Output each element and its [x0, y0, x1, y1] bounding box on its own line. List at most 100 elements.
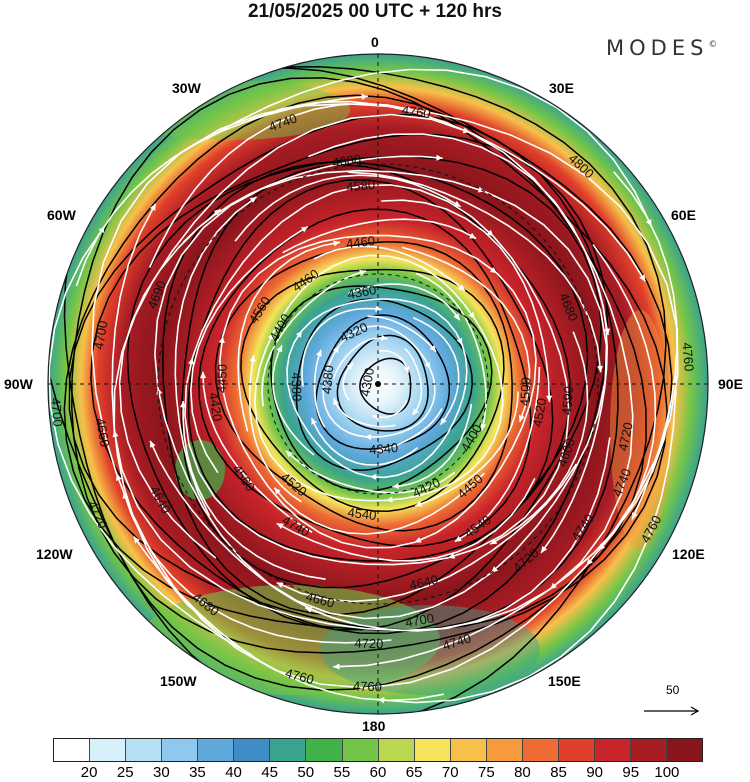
streamline: [219, 336, 415, 549]
streamline: [369, 344, 468, 479]
streamline-arrowhead: [597, 365, 603, 373]
streamline-arrowhead: [456, 337, 463, 345]
streamline: [221, 234, 498, 337]
streamline: [91, 102, 431, 475]
wind-streamlines: [48, 68, 679, 704]
colorbar: [53, 738, 703, 762]
contour-label: 4380: [289, 372, 305, 401]
streamline-arrowhead: [458, 284, 465, 291]
colorbar-tick-label: 40: [225, 764, 242, 781]
streamline-arrowhead: [453, 313, 460, 321]
streamline-arrowhead: [249, 355, 256, 362]
colorbar-segment: [631, 739, 668, 761]
streamline: [301, 307, 382, 387]
streamline: [364, 368, 436, 438]
streamline: [348, 283, 461, 321]
colorbar-tick-label: 75: [477, 764, 495, 781]
colorbar-segment: [54, 739, 91, 761]
streamline: [202, 371, 313, 533]
streamline: [372, 400, 408, 419]
colorbar-tick-label: 90: [586, 764, 603, 781]
streamline-arrowhead: [249, 196, 257, 204]
streamline: [182, 155, 443, 243]
streamline-arrowhead: [333, 663, 340, 670]
streamline-arrowhead: [295, 330, 302, 338]
contour-label: 4680: [331, 151, 362, 170]
streamline: [313, 245, 466, 292]
colorbar-tick-label: 85: [550, 764, 567, 781]
streamline-arrowhead: [311, 417, 317, 425]
streamline-arrowhead: [518, 415, 525, 422]
streamline-arrowhead: [316, 349, 322, 357]
streamline: [310, 417, 419, 466]
lon-label-120w: 120W: [36, 546, 73, 562]
streamline-arrowhead: [386, 496, 393, 503]
colorbar-tick-label: 35: [189, 764, 206, 781]
brand-logo: MODES©: [606, 36, 717, 60]
streamline-arrowhead: [448, 553, 456, 559]
streamline: [191, 184, 494, 359]
contour-label: 4700: [91, 320, 111, 351]
streamline: [332, 337, 388, 379]
streamline-arrowhead: [490, 267, 497, 274]
colorbar-segment: [378, 739, 415, 761]
colorbar-segment: [414, 739, 451, 761]
streamline-arrowhead: [333, 240, 340, 247]
brand-name: MODES: [606, 36, 709, 60]
streamline-arrowhead: [218, 336, 225, 344]
streamline-arrowhead: [541, 546, 548, 553]
streamline-arrowhead: [305, 607, 313, 613]
colorbar-segment: [126, 739, 163, 761]
colorbar-tick-label: 80: [514, 764, 531, 781]
height-contour-line: [198, 208, 532, 547]
streamline-arrowhead: [632, 512, 638, 520]
colorbar-segment: [594, 739, 631, 761]
streamline: [386, 318, 504, 502]
streamline-arrowhead: [267, 332, 274, 340]
height-contour-line: [214, 240, 513, 532]
colorbar-tick-label: 55: [333, 764, 351, 781]
streamline: [118, 208, 222, 559]
streamline-arrowhead: [375, 305, 382, 312]
north-pole-marker: [375, 381, 381, 387]
streamline-arrowhead: [213, 209, 221, 216]
colorbar-tick-label: 20: [80, 764, 98, 781]
contour-label: 4580: [346, 177, 376, 194]
streamline-arrowhead: [274, 487, 281, 495]
streamline-arrowhead: [286, 450, 293, 458]
streamline: [367, 315, 437, 353]
streamline-arrowhead: [361, 93, 368, 100]
streamline: [308, 133, 609, 336]
contour-label: 4500: [517, 377, 533, 407]
streamline-arrowhead: [490, 538, 498, 545]
lon-label-120e: 120E: [672, 546, 705, 562]
streamline: [276, 463, 577, 603]
streamline-arrowhead: [424, 108, 431, 115]
lon-label-150w: 150W: [160, 673, 197, 689]
contour-label: 4520: [530, 397, 550, 428]
lon-label-180: 180: [362, 718, 386, 734]
streamline: [412, 316, 460, 426]
streamline: [272, 254, 476, 334]
streamline: [113, 430, 551, 632]
streamline-arrowhead: [546, 395, 553, 402]
colorbar-tick-label: 30: [152, 764, 170, 781]
wind-patch-east: [610, 310, 670, 550]
streamline-arrowhead: [98, 226, 105, 234]
height-contour-line: [270, 285, 493, 492]
streamline: [489, 331, 589, 545]
colorbar-tick-label: 25: [116, 764, 134, 781]
streamline-arrowhead: [332, 346, 339, 354]
streamline-arrowhead: [346, 363, 354, 370]
contour-label: 4380: [319, 365, 336, 395]
streamline-arrowhead: [639, 274, 646, 282]
colorbar-segment: [90, 739, 127, 761]
colorbar-segment: [667, 739, 703, 761]
contour-label: 4460: [345, 233, 376, 251]
contour-label: 4700: [404, 610, 435, 630]
streamline: [333, 404, 672, 668]
streamline: [454, 366, 541, 543]
contour-label: 4760: [353, 678, 382, 694]
colorbar-segment: [306, 739, 343, 761]
